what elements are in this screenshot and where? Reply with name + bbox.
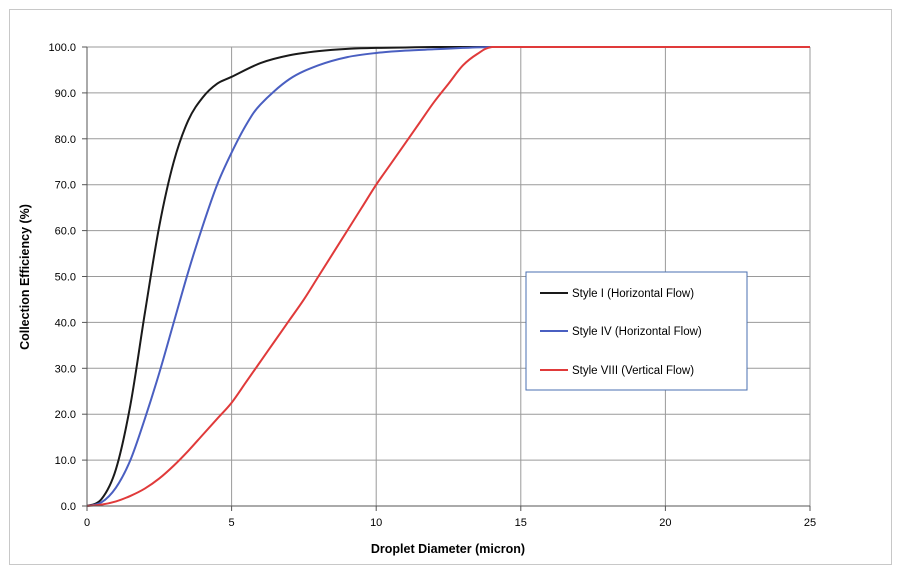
y-tick-label: 100.0	[48, 42, 76, 54]
series-lines	[86, 45, 810, 507]
x-tick-label: 20	[659, 517, 671, 529]
legend: Style I (Horizontal Flow) Style IV (Hori…	[525, 271, 748, 391]
y-tick-label: 80.0	[55, 134, 76, 146]
x-axis-title: Droplet Diameter (micron)	[371, 542, 525, 556]
y-tick-label: 60.0	[55, 226, 76, 238]
y-axis-title: Collection Efficiency (%)	[18, 204, 32, 350]
legend-item-style-viii: Style VIII (Vertical Flow)	[540, 365, 694, 377]
y-tick-label: 20.0	[55, 409, 76, 421]
legend-item-style-iv: Style IV (Horizontal Flow)	[540, 326, 702, 338]
x-tick-label: 0	[84, 517, 90, 529]
x-tick-label: 10	[370, 517, 382, 529]
axes	[82, 46, 811, 511]
x-tick-label: 25	[804, 517, 816, 529]
tick-labels: 0.0 10.0 20.0 30.0 40.0 50.0 60.0 70.0 80.0 90.0 1…	[48, 42, 816, 529]
y-tick-label: 90.0	[55, 88, 76, 100]
legend-label-style-i: Style I (Horizontal Flow)	[572, 288, 694, 300]
x-tick-label: 5	[229, 517, 235, 529]
y-tick-label: 30.0	[55, 363, 76, 375]
y-tick-label: 50.0	[55, 272, 76, 284]
y-tick-label: 70.0	[55, 180, 76, 192]
legend-item-style-i: Style I (Horizontal Flow)	[540, 288, 694, 300]
series-line-style-viii	[86, 45, 810, 507]
y-tick-label: 10.0	[55, 455, 76, 467]
y-tick-label: 0.0	[61, 501, 76, 513]
y-tick-label: 40.0	[55, 317, 76, 329]
legend-label-style-iv: Style IV (Horizontal Flow)	[572, 326, 702, 338]
x-tick-label: 15	[515, 517, 527, 529]
legend-label-style-viii: Style VIII (Vertical Flow)	[572, 365, 694, 377]
